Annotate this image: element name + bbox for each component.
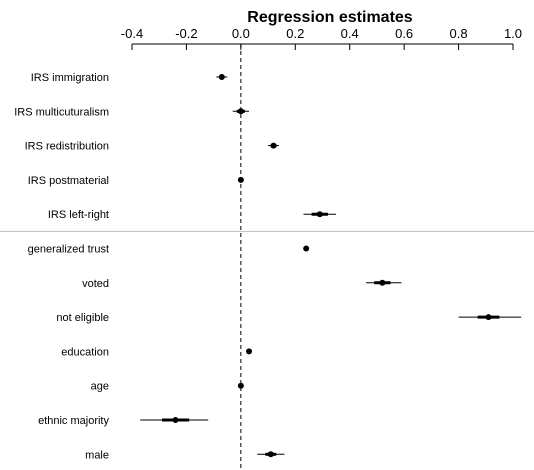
row-label: IRS multicuturalism <box>14 106 109 118</box>
estimate-point <box>270 142 277 149</box>
estimate-point <box>237 176 244 183</box>
x-tick-label: 0.6 <box>395 26 413 41</box>
estimates <box>140 74 522 458</box>
row-label: generalized trust <box>28 244 109 256</box>
row-label: voted <box>82 278 109 290</box>
estimate-point <box>303 245 310 252</box>
x-tick-label: 0.8 <box>450 26 468 41</box>
x-axis: -0.4 -0.2 0.0 0.2 0.4 0.6 0.8 1.0 <box>121 26 522 50</box>
estimate-point <box>379 279 386 286</box>
row-label: IRS redistribution <box>25 141 109 153</box>
x-tick-label: 0.0 <box>232 26 250 41</box>
chart-title: Regression estimates <box>247 9 413 26</box>
x-tick-label: -0.4 <box>121 26 143 41</box>
estimate-point <box>316 211 323 218</box>
row-label: education <box>61 346 109 358</box>
row-label: ethnic majority <box>38 415 109 427</box>
row-label: IRS immigration <box>31 72 109 84</box>
estimate-point <box>218 74 225 80</box>
estimate-point <box>172 417 179 423</box>
row-label: age <box>91 381 109 393</box>
x-tick-label: 0.2 <box>286 26 304 41</box>
row-label: not eligible <box>56 312 109 324</box>
estimate-point <box>237 382 244 389</box>
row-label: male <box>85 449 109 461</box>
x-tick-label: 0.4 <box>341 26 359 41</box>
estimate-point <box>246 348 253 355</box>
row-label: IRS postmaterial <box>28 175 109 187</box>
estimate-point <box>267 451 274 458</box>
row-label: IRS left-right <box>48 209 109 221</box>
estimate-point <box>485 314 492 321</box>
x-tick-label: 1.0 <box>504 26 522 41</box>
estimate-point <box>237 108 244 115</box>
x-tick-label: -0.2 <box>175 26 197 41</box>
row-labels: IRS immigration IRS multicuturalism IRS re… <box>14 72 109 461</box>
